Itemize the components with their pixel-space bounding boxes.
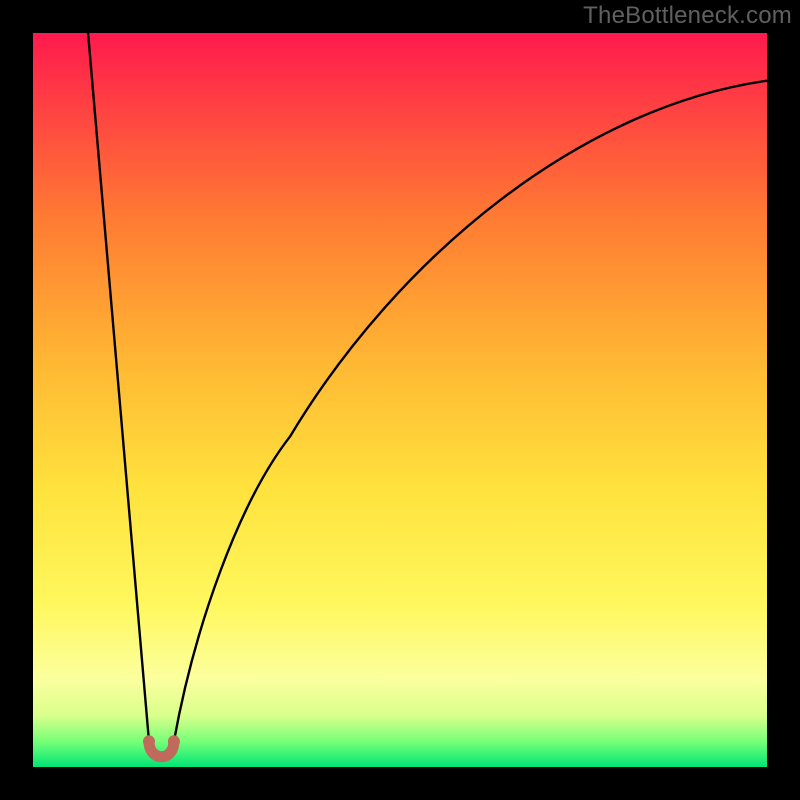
bottleneck-chart — [0, 0, 800, 800]
dip-endpoint-left — [143, 735, 155, 747]
watermark-text: TheBottleneck.com — [583, 2, 792, 30]
dip-endpoint-right — [168, 735, 180, 747]
chart-container: TheBottleneck.com — [0, 0, 800, 800]
plot-background — [33, 33, 767, 767]
